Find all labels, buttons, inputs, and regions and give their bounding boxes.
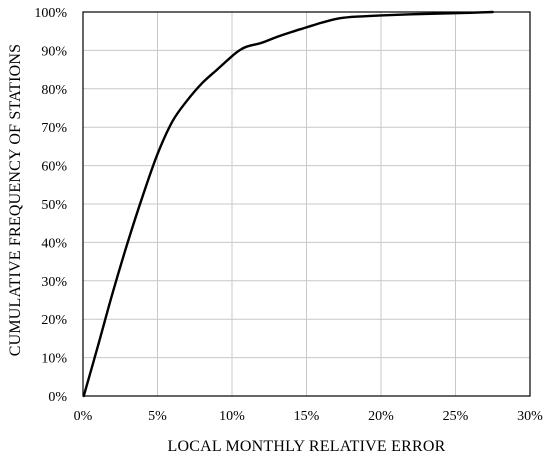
y-tick-label: 80% bbox=[41, 83, 67, 98]
y-tick-label: 60% bbox=[41, 160, 67, 175]
y-tick-label: 100% bbox=[34, 6, 67, 21]
x-axis-title: LOCAL MONTHLY RELATIVE ERROR bbox=[168, 438, 446, 455]
x-tick-label: 25% bbox=[443, 409, 469, 424]
plot-area-frame bbox=[82, 11, 531, 397]
y-tick-label: 20% bbox=[41, 313, 67, 328]
x-tick-label: 10% bbox=[219, 409, 245, 424]
y-tick-label: 10% bbox=[41, 352, 67, 367]
y-axis-tick-labels: 0% 10% 20% 30% 40% 50% 60% 70% 80% 90% 100% bbox=[34, 6, 67, 405]
x-tick-label: 5% bbox=[148, 409, 167, 424]
series-layer bbox=[82, 10, 494, 398]
y-tick-label: 0% bbox=[48, 390, 67, 405]
x-tick-label: 0% bbox=[74, 409, 93, 424]
y-axis-title: CUMULATIVE FREQUENCY OF STATIONS bbox=[7, 44, 24, 357]
y-tick-label: 70% bbox=[41, 121, 67, 136]
y-tick-label: 30% bbox=[41, 275, 67, 290]
y-tick-label: 50% bbox=[41, 198, 67, 213]
x-axis-tick-labels: 0% 5% 10% 15% 20% 25% 30% bbox=[74, 409, 544, 424]
y-tick-label: 40% bbox=[41, 236, 67, 251]
x-tick-label: 20% bbox=[368, 409, 394, 424]
y-tick-label: 90% bbox=[41, 44, 67, 59]
x-tick-label: 30% bbox=[517, 409, 543, 424]
x-tick-label: 15% bbox=[294, 409, 320, 424]
grid-lines bbox=[82, 11, 531, 397]
series-line-0 bbox=[82, 10, 494, 398]
